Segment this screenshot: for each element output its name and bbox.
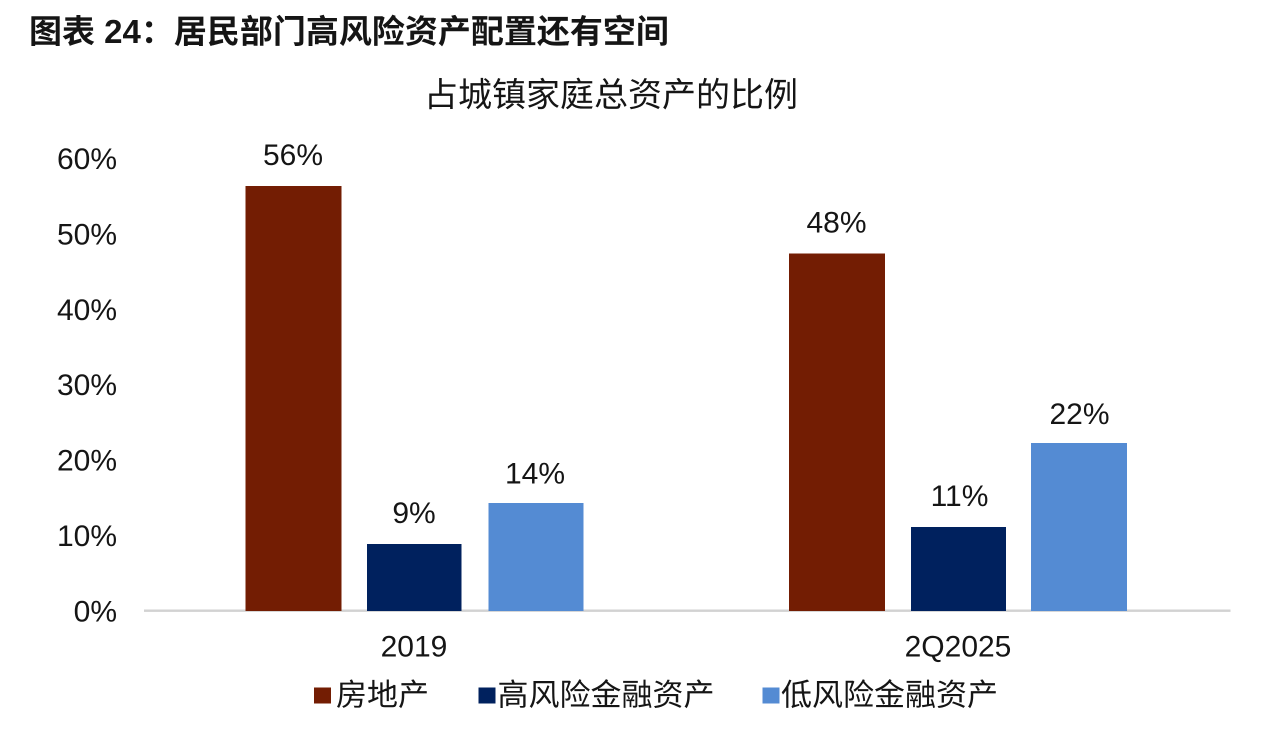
svg-text:10%: 10% bbox=[57, 520, 117, 553]
svg-text:11%: 11% bbox=[931, 480, 989, 513]
svg-text:低风险金融资产: 低风险金融资产 bbox=[781, 670, 998, 715]
svg-text:50%: 50% bbox=[57, 218, 117, 251]
svg-text:高风险金融资产: 高风险金融资产 bbox=[498, 670, 715, 715]
svg-text:占城镇家庭总资产的比例: 占城镇家庭总资产的比例 bbox=[424, 68, 798, 117]
svg-text:0%: 0% bbox=[74, 595, 117, 628]
svg-text:56%: 56% bbox=[263, 139, 323, 172]
svg-text:30%: 30% bbox=[57, 369, 117, 402]
svg-text:9%: 9% bbox=[392, 497, 435, 530]
svg-text:图表 24：居民部门高风险资产配置还有空间: 图表 24：居民部门高风险资产配置还有空间 bbox=[29, 5, 669, 53]
svg-text:60%: 60% bbox=[57, 143, 117, 176]
svg-text:20%: 20% bbox=[57, 445, 117, 478]
svg-text:14%: 14% bbox=[505, 458, 565, 491]
svg-text:2019: 2019 bbox=[381, 631, 448, 664]
svg-text:22%: 22% bbox=[1049, 398, 1109, 431]
svg-text:2Q2025: 2Q2025 bbox=[905, 631, 1012, 664]
svg-text:40%: 40% bbox=[57, 294, 117, 327]
svg-text:房地产: 房地产 bbox=[336, 670, 429, 715]
svg-text:48%: 48% bbox=[806, 207, 866, 240]
